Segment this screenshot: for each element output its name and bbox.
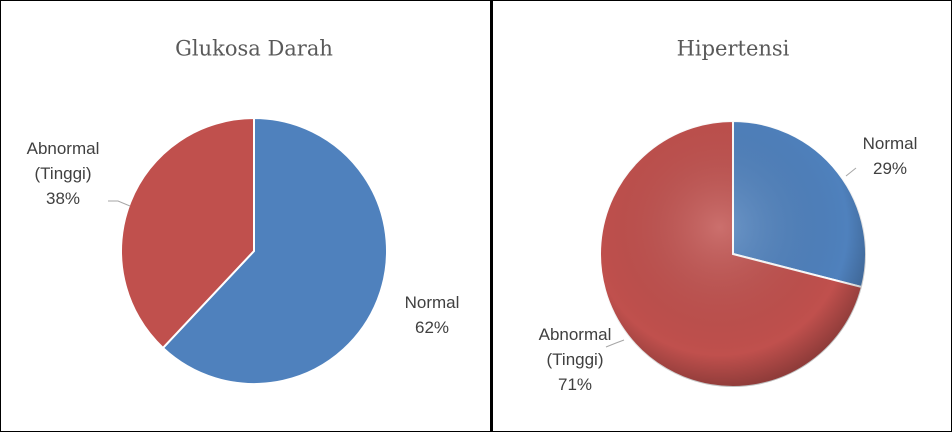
data-label: Normal 62% [380,290,484,340]
pie-slice [120,116,255,350]
data-label: Abnormal (Tinggi) 38% [11,136,115,211]
value-label: 38% [45,189,81,208]
leader-line [605,339,625,348]
value-label: 71% [557,375,593,394]
category-label: Abnormal (Tinggi) [538,325,612,369]
data-label: Normal 29% [838,131,942,181]
category-label: Normal [404,293,460,312]
pie-slice [161,116,388,385]
value-label: 62% [414,318,450,337]
category-label: Normal [862,134,918,153]
leader-line [108,200,131,207]
chart-title: Hipertensi [677,37,790,61]
value-label: 29% [872,159,908,178]
data-label: Abnormal (Tinggi) 71% [523,322,627,397]
chart-title: Glukosa Darah [175,37,333,61]
leader-line [845,167,857,177]
category-label: Abnormal (Tinggi) [26,139,100,183]
